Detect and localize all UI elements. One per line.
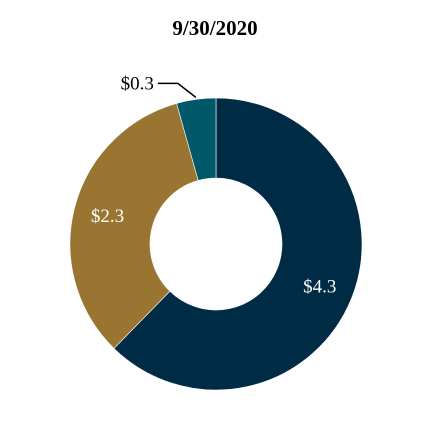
slice-label-2-3: $2.3: [91, 206, 124, 227]
labels-group: $4.3 $2.3 $0.3: [91, 73, 336, 297]
slice-2-3: [69, 103, 199, 349]
slice-label-0-3: $0.3: [121, 73, 154, 94]
slices-group: [69, 97, 363, 391]
leader-line-0-3: [157, 82, 197, 98]
slice-0-3: [176, 97, 217, 181]
slice-4-3: [113, 97, 363, 391]
slice-label-4-3: $4.3: [303, 276, 336, 297]
chart-title: 9/30/2020: [172, 16, 258, 40]
